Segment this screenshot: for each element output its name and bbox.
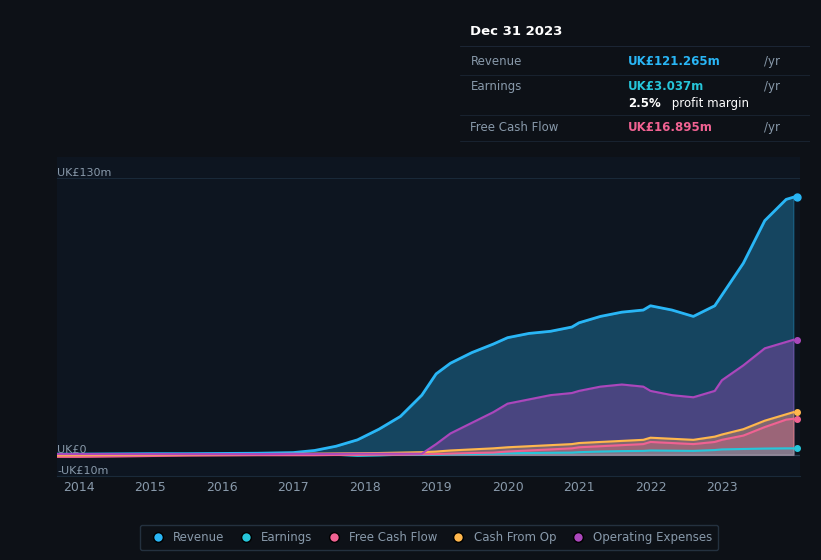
Text: Revenue: Revenue <box>470 55 522 68</box>
Text: /yr: /yr <box>764 121 781 134</box>
Text: Earnings: Earnings <box>470 80 522 93</box>
Text: UK£3.037m: UK£3.037m <box>628 80 704 93</box>
Text: UK£121.265m: UK£121.265m <box>628 55 721 68</box>
Text: profit margin: profit margin <box>668 97 750 110</box>
Text: UK£16.895m: UK£16.895m <box>628 121 713 134</box>
Text: -UK£10m: -UK£10m <box>57 466 109 476</box>
Text: UK£130m: UK£130m <box>57 168 112 178</box>
Legend: Revenue, Earnings, Free Cash Flow, Cash From Op, Operating Expenses: Revenue, Earnings, Free Cash Flow, Cash … <box>140 525 718 550</box>
Text: 2.5%: 2.5% <box>628 97 661 110</box>
Text: UK£0: UK£0 <box>57 445 87 455</box>
Text: Free Cash Flow: Free Cash Flow <box>470 121 559 134</box>
Text: /yr: /yr <box>764 55 781 68</box>
Text: Dec 31 2023: Dec 31 2023 <box>470 25 563 38</box>
Text: /yr: /yr <box>764 80 781 93</box>
